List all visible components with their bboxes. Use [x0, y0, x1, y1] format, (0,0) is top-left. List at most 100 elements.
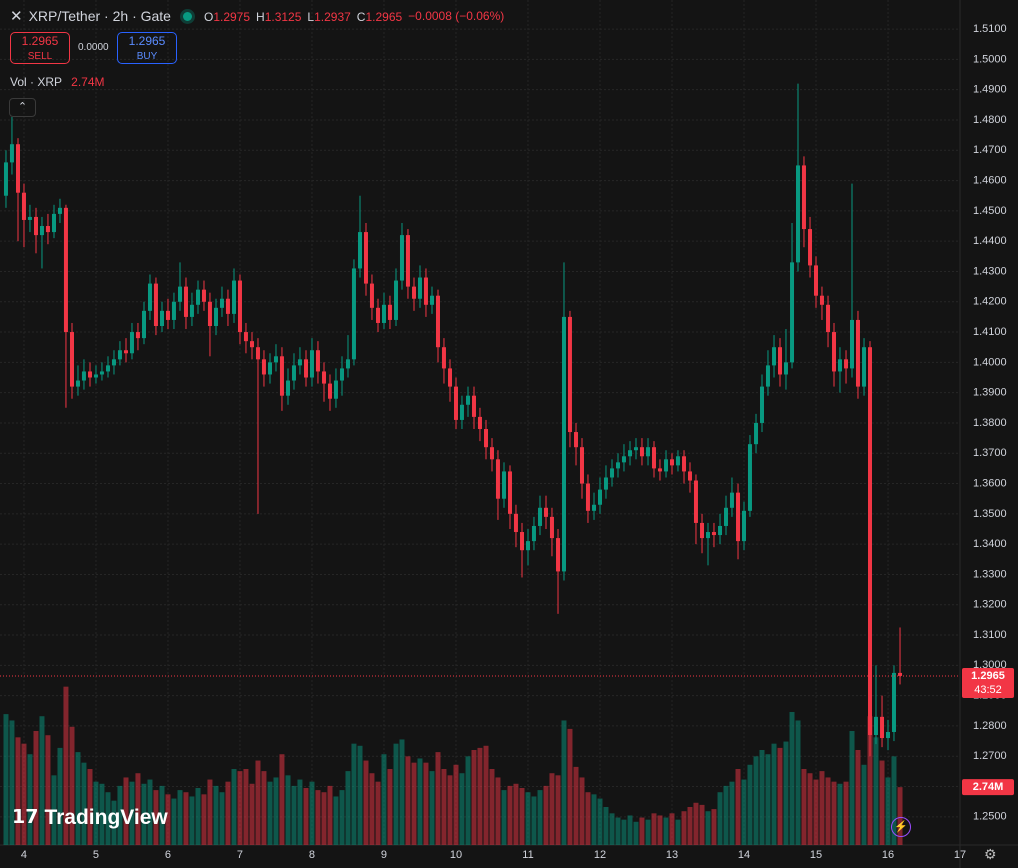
close-icon[interactable]: ✕ — [10, 8, 23, 25]
volume-bar — [897, 787, 903, 845]
candle-body — [435, 295, 440, 348]
candle-body — [111, 359, 116, 366]
y-tick-label: 1.3500 — [973, 508, 1007, 520]
candle-body — [21, 192, 26, 220]
candle-body — [441, 347, 446, 369]
x-tick-label: 11 — [522, 849, 533, 861]
volume-bar — [177, 790, 183, 845]
candle-body — [255, 347, 260, 360]
candle-body — [507, 471, 512, 514]
candle-body — [513, 513, 518, 533]
candle-body — [153, 283, 158, 327]
volume-bar — [771, 743, 777, 845]
volume-bar — [345, 771, 351, 845]
buy-button[interactable]: 1.2965 BUY — [117, 32, 177, 64]
volume-bar — [267, 781, 273, 845]
volume-bar — [141, 783, 147, 845]
ohlc-key: L — [307, 10, 315, 24]
candle-body — [423, 277, 428, 305]
candle-body — [873, 716, 878, 736]
candle-body — [723, 507, 728, 526]
volume-bar — [789, 712, 795, 845]
volume-bar — [237, 771, 243, 845]
volume-bar — [153, 790, 159, 845]
candle-body — [381, 304, 386, 323]
volume-bar — [159, 785, 165, 845]
last-price-label: 1.2965 — [971, 670, 1005, 682]
candle-body — [225, 298, 230, 314]
volume-bar — [39, 716, 45, 845]
candle-body — [309, 350, 314, 378]
candle-body — [808, 229, 813, 266]
candle-body — [399, 235, 404, 281]
symbol-title[interactable]: XRP/Tether · 2h · Gate — [28, 8, 171, 24]
volume-bar — [441, 769, 447, 845]
candle-body — [124, 350, 129, 354]
volume-bar — [51, 775, 57, 845]
volume-bar — [465, 756, 471, 845]
volume-bar — [471, 750, 477, 845]
candle-body — [633, 447, 638, 451]
volume-bar — [315, 790, 321, 845]
volume-bar — [477, 747, 483, 845]
candle-body — [70, 332, 75, 387]
candle-body — [171, 301, 176, 320]
volume-bar — [825, 777, 831, 845]
candle-body — [585, 483, 590, 511]
volume-bar — [291, 785, 297, 845]
lightning-button[interactable]: ⚡ — [891, 817, 911, 837]
volume-bar — [363, 760, 369, 845]
candle-body — [885, 731, 890, 739]
candle-body — [898, 672, 903, 676]
sell-button[interactable]: 1.2965 SELL — [10, 32, 70, 64]
volume-bar — [321, 792, 327, 845]
volume-bar — [735, 769, 741, 845]
candle-body — [525, 541, 530, 551]
candle-body — [9, 144, 14, 163]
volume-bar — [609, 813, 615, 845]
volume-bar — [357, 745, 363, 845]
volume-bar — [669, 813, 675, 845]
candle-body — [405, 235, 410, 287]
candle-body — [75, 380, 80, 387]
volume-bar — [753, 756, 759, 845]
volume-bar — [45, 735, 51, 845]
volume-bar — [87, 769, 93, 845]
volume-bar — [351, 743, 357, 845]
volume-bar — [387, 769, 393, 845]
candle-body — [129, 332, 134, 354]
candle-body — [16, 144, 21, 193]
candle-body — [279, 356, 284, 396]
y-tick-label: 1.4300 — [973, 265, 1007, 277]
candle-body — [214, 307, 219, 327]
countdown-label: 43:52 — [974, 684, 1002, 696]
volume-bar — [75, 752, 81, 845]
volume-bar — [807, 773, 813, 845]
settings-button[interactable]: ⚙ — [984, 846, 997, 862]
volume-bar — [801, 769, 807, 845]
candle-body — [88, 371, 93, 378]
y-tick-label: 1.3100 — [973, 629, 1007, 641]
y-tick-label: 1.4700 — [973, 144, 1007, 156]
volume-bar — [111, 800, 117, 845]
candle-body — [286, 380, 291, 396]
collapse-button[interactable]: ⌃ — [9, 98, 36, 117]
volume-bar — [309, 781, 315, 845]
candle-body — [837, 359, 842, 372]
volume-bar — [261, 771, 267, 845]
volume-bar — [375, 781, 381, 845]
candle-body — [448, 368, 453, 387]
volume-bar — [681, 811, 687, 845]
candle-body — [495, 459, 500, 499]
candle-body — [574, 432, 579, 448]
volume-bar — [381, 754, 387, 845]
volume-bar — [135, 773, 141, 845]
candle-body — [304, 359, 309, 378]
candle-body — [579, 447, 584, 484]
volume-bar — [873, 737, 879, 845]
volume-bar — [327, 785, 333, 845]
volume-bar — [621, 819, 627, 845]
volume-bar — [555, 775, 561, 845]
volume-bar — [723, 785, 729, 845]
